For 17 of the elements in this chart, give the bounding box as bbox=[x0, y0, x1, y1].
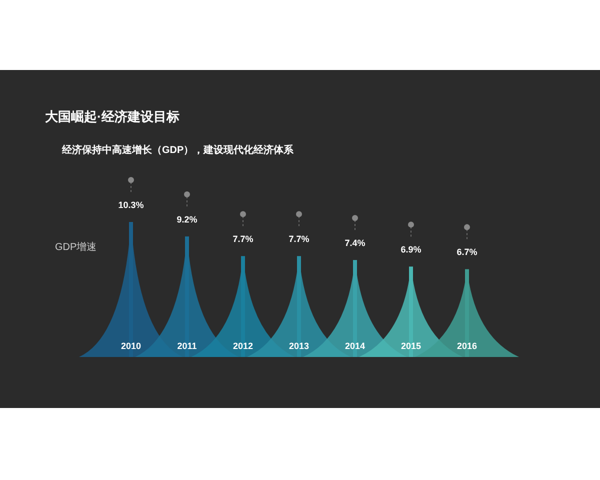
data-label: 10.3% bbox=[118, 200, 144, 210]
x-tick-label: 2014 bbox=[344, 341, 366, 351]
x-tick-label: 2015 bbox=[400, 341, 422, 351]
x-tick-label: 2011 bbox=[177, 341, 197, 351]
data-label: 7.4% bbox=[344, 238, 366, 248]
data-label: 7.7% bbox=[288, 234, 310, 244]
data-label: 6.9% bbox=[400, 244, 422, 255]
x-tick-label: 2012 bbox=[232, 341, 254, 351]
x-tick-label: 2016 bbox=[456, 341, 478, 351]
chart-subtitle: 经济保持中高速增长（GDP），建设现代化经济体系 bbox=[61, 144, 295, 156]
data-label: 9.2% bbox=[176, 214, 198, 224]
x-tick-label: 2013 bbox=[288, 341, 310, 351]
data-label: 6.7% bbox=[456, 247, 478, 258]
data-label: 7.7% bbox=[232, 234, 254, 244]
chart-title: 大国崛起·经济建设目标 bbox=[45, 109, 180, 124]
y-axis-title: GDP增速 bbox=[55, 241, 97, 253]
x-tick-label: 2010 bbox=[120, 341, 142, 351]
